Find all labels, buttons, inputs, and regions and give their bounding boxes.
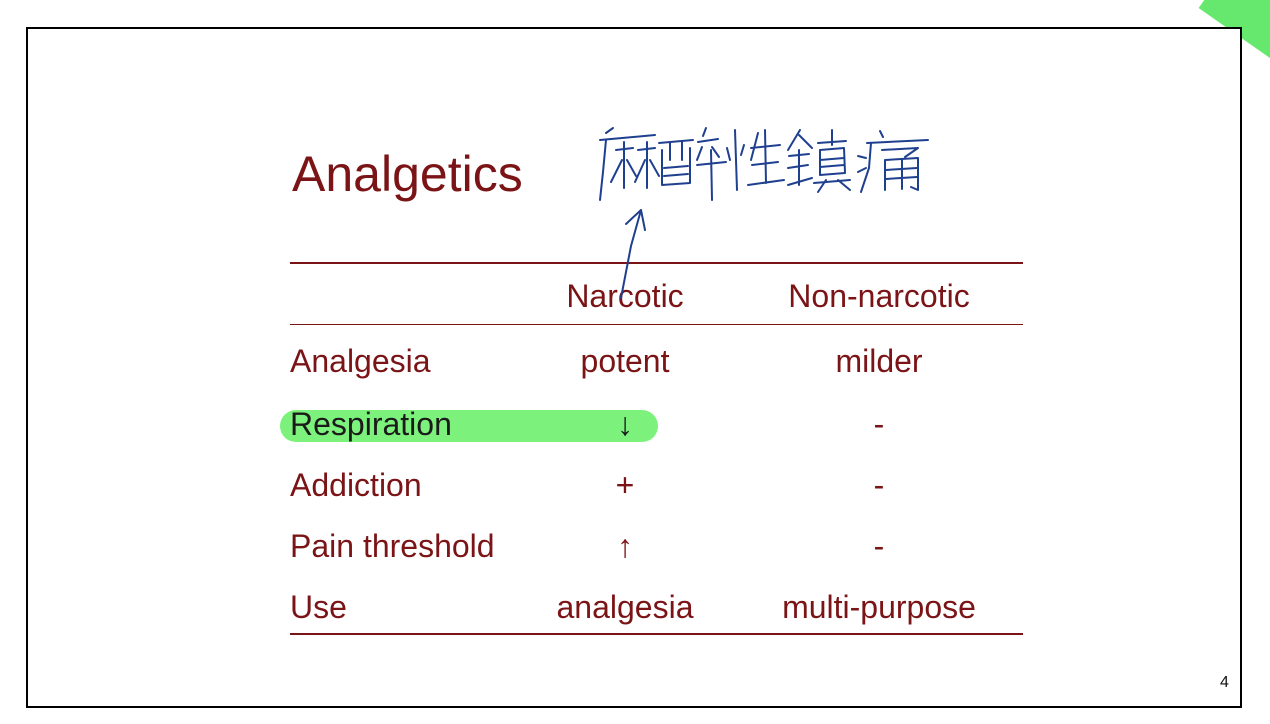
table-bottom-rule (290, 633, 1023, 635)
page-number: 4 (1220, 674, 1229, 691)
respiration-highlight (280, 410, 658, 442)
slide: Analgetics Narcotic Non-narcotic Analges… (26, 27, 1242, 708)
row-label-addiction: Addiction (290, 467, 422, 503)
table-header-rule (290, 324, 1023, 325)
row-label-pain-threshold: Pain threshold (290, 528, 495, 564)
slide-title: Analgetics (292, 146, 523, 202)
table-top-rule (290, 262, 1023, 264)
row-label-respiration: Respiration (290, 406, 452, 442)
row-label-use: Use (290, 589, 347, 625)
row-label-analgesia: Analgesia (290, 343, 431, 379)
